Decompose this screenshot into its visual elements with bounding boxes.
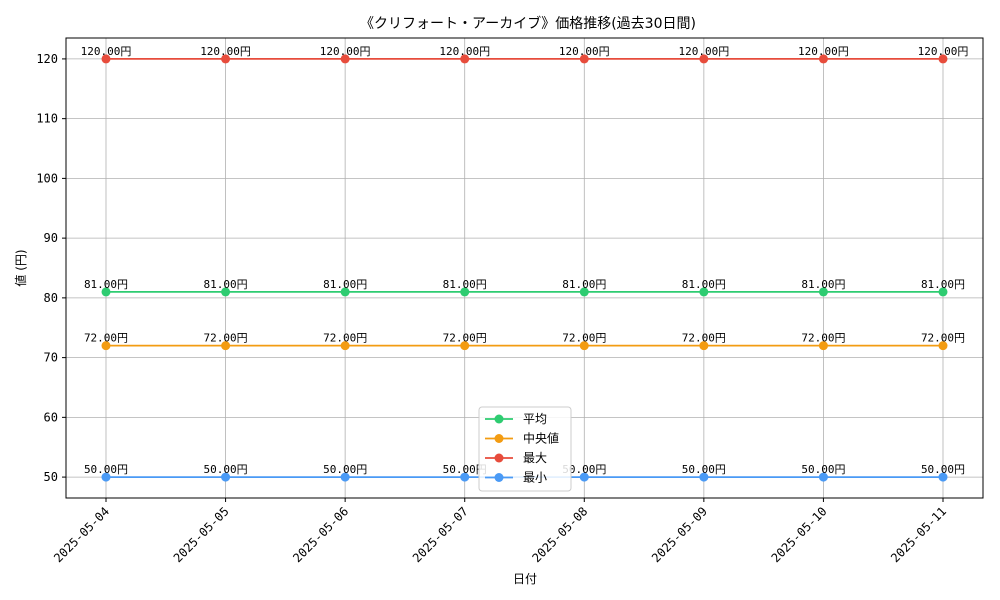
data-point — [460, 341, 470, 351]
data-point — [818, 54, 828, 64]
data-label: 72.00円 — [801, 332, 845, 345]
data-point — [101, 341, 111, 351]
data-point — [340, 287, 350, 297]
data-point — [699, 341, 709, 351]
data-label: 120.00円 — [559, 45, 610, 58]
data-point — [340, 472, 350, 482]
data-label: 50.00円 — [204, 463, 248, 476]
data-label: 50.00円 — [84, 463, 128, 476]
data-label: 81.00円 — [204, 278, 248, 291]
x-axis-label: 日付 — [513, 572, 537, 586]
data-point — [699, 287, 709, 297]
data-label: 72.00円 — [443, 332, 487, 345]
x-tick-label: 2025-05-09 — [649, 504, 710, 565]
chart-title: 《クリフォート・アーカイブ》価格推移(過去30日間) — [360, 15, 696, 32]
data-label: 50.00円 — [443, 463, 487, 476]
legend-label: 平均 — [523, 412, 547, 426]
data-point — [818, 287, 828, 297]
data-label: 120.00円 — [320, 45, 371, 58]
data-label: 81.00円 — [443, 278, 487, 291]
data-point — [340, 54, 350, 64]
data-label: 72.00円 — [682, 332, 726, 345]
data-label: 72.00円 — [562, 332, 606, 345]
data-label: 120.00円 — [678, 45, 729, 58]
y-tick-label: 50 — [44, 470, 58, 484]
data-point — [221, 287, 231, 297]
data-label: 72.00円 — [84, 332, 128, 345]
x-tick-label: 2025-05-10 — [769, 504, 830, 565]
x-tick-label: 2025-05-11 — [888, 504, 949, 565]
x-tick-label: 2025-05-04 — [51, 504, 112, 565]
data-label: 120.00円 — [200, 45, 251, 58]
data-point — [699, 472, 709, 482]
data-point — [938, 287, 948, 297]
y-tick-label: 90 — [44, 231, 58, 245]
data-label: 50.00円 — [921, 463, 965, 476]
legend-label: 最大 — [523, 451, 547, 465]
y-tick-label: 80 — [44, 291, 58, 305]
data-point — [699, 54, 709, 64]
x-tick-label: 2025-05-06 — [290, 504, 351, 565]
data-labels-layer: 81.00円 81.00円 81.00円 81.00円 81.00円 81.00円 81.0… — [81, 45, 969, 476]
data-label: 50.00円 — [562, 463, 606, 476]
data-point — [818, 472, 828, 482]
plot-frame — [65, 37, 984, 499]
data-label: 120.00円 — [439, 45, 490, 58]
data-label: 72.00円 — [921, 332, 965, 345]
data-point — [221, 54, 231, 64]
legend-label: 中央値 — [523, 431, 559, 446]
legend-marker — [494, 453, 504, 463]
data-label: 50.00円 — [682, 463, 726, 476]
data-point — [460, 472, 470, 482]
x-tick-label: 2025-05-07 — [410, 504, 471, 565]
x-tick-label: 2025-05-08 — [529, 504, 590, 565]
data-label: 50.00円 — [801, 463, 845, 476]
data-label: 72.00円 — [204, 332, 248, 345]
data-label: 81.00円 — [921, 278, 965, 291]
y-tick-label: 70 — [44, 351, 58, 365]
data-label: 120.00円 — [798, 45, 849, 58]
data-point — [101, 472, 111, 482]
data-point — [460, 54, 470, 64]
data-label: 50.00円 — [323, 463, 367, 476]
y-tick-label: 120 — [36, 52, 58, 66]
data-label: 81.00円 — [682, 278, 726, 291]
y-tick-label: 100 — [36, 171, 58, 185]
data-point — [579, 287, 589, 297]
data-point — [579, 472, 589, 482]
legend-box — [478, 406, 572, 492]
data-point — [818, 341, 828, 351]
data-label: 72.00円 — [323, 332, 367, 345]
data-point — [938, 472, 948, 482]
x-tick-label: 2025-05-05 — [171, 504, 232, 565]
data-point — [340, 341, 350, 351]
y-axis-label: 値 (円) — [13, 249, 28, 286]
data-point — [460, 287, 470, 297]
data-label: 81.00円 — [801, 278, 845, 291]
y-tick-label: 60 — [44, 410, 58, 424]
data-point — [221, 472, 231, 482]
data-label: 120.00円 — [918, 45, 969, 58]
data-label: 120.00円 — [81, 45, 132, 58]
legend-label: 最小 — [523, 471, 547, 485]
data-point — [579, 54, 589, 64]
legend-marker — [494, 434, 504, 443]
data-point — [938, 341, 948, 351]
data-point — [101, 287, 111, 297]
y-tick-label: 110 — [36, 112, 58, 126]
data-point — [579, 341, 589, 351]
data-label: 81.00円 — [562, 278, 606, 291]
data-point — [221, 341, 231, 351]
data-label: 81.00円 — [323, 278, 367, 291]
data-label: 81.00円 — [84, 278, 128, 291]
data-point — [101, 54, 111, 64]
legend-marker — [494, 414, 504, 424]
legend-marker — [494, 473, 504, 482]
grid-layer — [66, 38, 983, 498]
data-point — [938, 54, 948, 64]
